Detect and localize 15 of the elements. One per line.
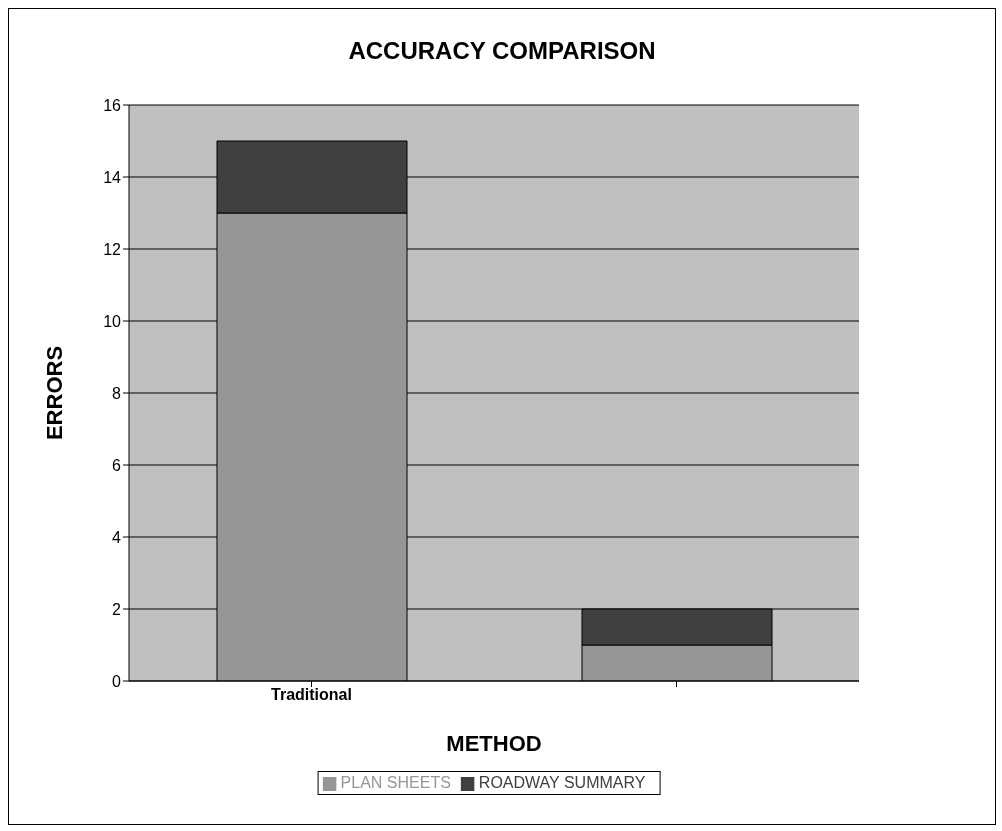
y-tick-label: 6 xyxy=(112,456,122,474)
y-tick-label: 8 xyxy=(112,384,122,402)
chart-title: ACCURACY COMPARISON xyxy=(347,37,657,65)
y-tick-label: 4 xyxy=(112,528,122,546)
y-tick-label: 16 xyxy=(103,96,122,114)
legend-label: PLAN SHEETS xyxy=(340,774,451,791)
legend-label: ROADWAY SUMMARY xyxy=(478,774,646,791)
y-tick-label: 0 xyxy=(112,672,122,690)
x-axis-title: METHOD xyxy=(446,731,542,756)
x-tick-label: Traditional xyxy=(271,686,352,704)
y-tick-label: 14 xyxy=(103,168,122,186)
y-axis-title: ERRORS xyxy=(41,345,67,441)
y-tick-label: 12 xyxy=(103,240,122,258)
y-tick-label: 2 xyxy=(112,600,122,618)
y-tick-label: 10 xyxy=(103,312,122,330)
